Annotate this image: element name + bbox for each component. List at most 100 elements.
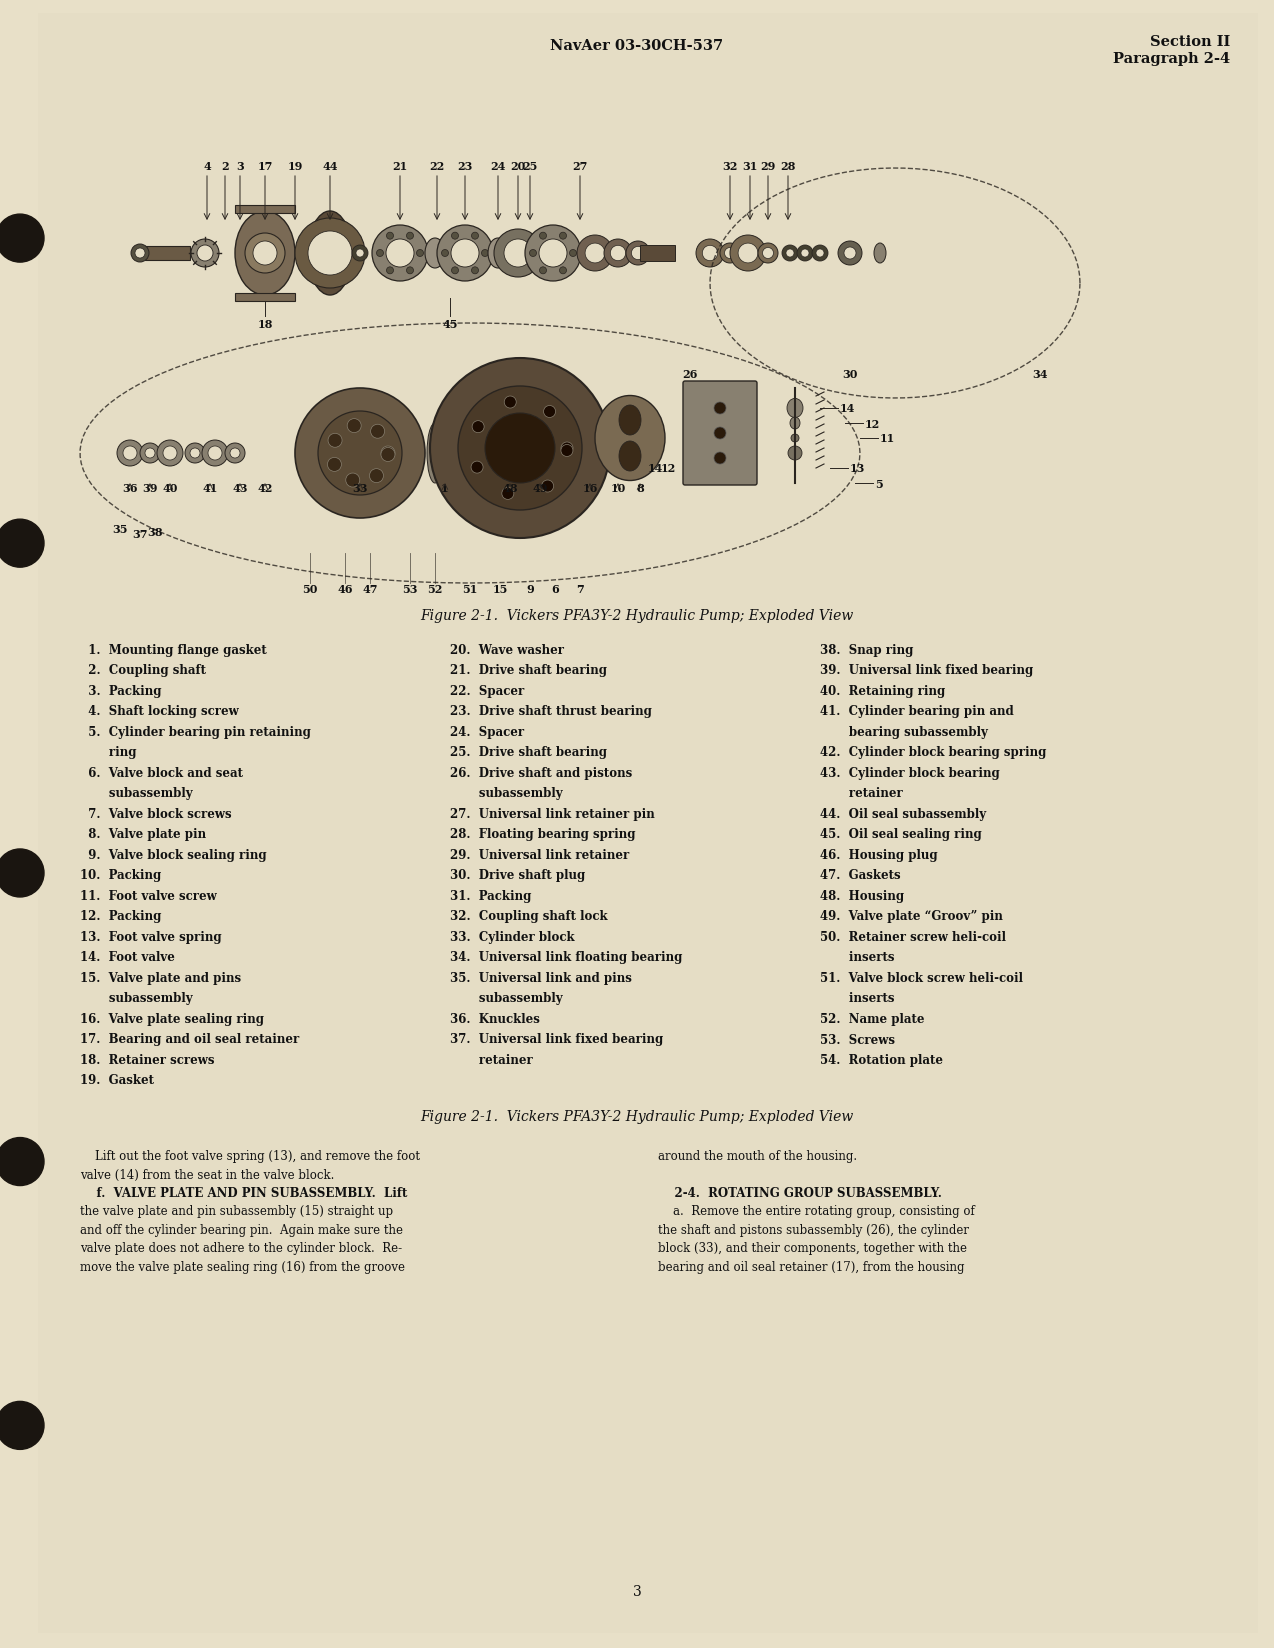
Ellipse shape bbox=[787, 399, 803, 419]
Circle shape bbox=[163, 447, 177, 461]
Text: 10: 10 bbox=[610, 483, 626, 494]
FancyBboxPatch shape bbox=[38, 13, 1257, 1633]
Circle shape bbox=[471, 232, 479, 241]
Text: Figure 2-1.  Vickers PFA3Y-2 Hydraulic Pump; Exploded View: Figure 2-1. Vickers PFA3Y-2 Hydraulic Pu… bbox=[420, 1109, 854, 1124]
Text: 46.  Housing plug: 46. Housing plug bbox=[820, 849, 938, 862]
Text: a.  Remove the entire rotating group, consisting of: a. Remove the entire rotating group, con… bbox=[657, 1205, 975, 1218]
Text: 43.  Cylinder block bearing: 43. Cylinder block bearing bbox=[820, 766, 1000, 780]
Text: 45: 45 bbox=[442, 318, 457, 330]
Circle shape bbox=[585, 244, 605, 264]
Circle shape bbox=[191, 241, 219, 269]
Text: 4: 4 bbox=[203, 162, 211, 171]
Circle shape bbox=[135, 249, 145, 259]
Text: 31.  Packing: 31. Packing bbox=[450, 890, 531, 903]
Circle shape bbox=[720, 244, 740, 264]
Circle shape bbox=[713, 402, 726, 415]
Circle shape bbox=[308, 232, 352, 275]
Text: 48.  Housing: 48. Housing bbox=[820, 890, 905, 903]
Text: 26: 26 bbox=[683, 369, 698, 379]
Text: 2.  Coupling shaft: 2. Coupling shaft bbox=[80, 664, 206, 677]
Circle shape bbox=[758, 244, 778, 264]
Text: 14.  Foot valve: 14. Foot valve bbox=[80, 951, 175, 964]
Circle shape bbox=[791, 435, 799, 443]
Text: 28.  Floating bearing spring: 28. Floating bearing spring bbox=[450, 827, 636, 840]
Circle shape bbox=[544, 405, 555, 419]
Circle shape bbox=[696, 241, 724, 269]
Text: 12: 12 bbox=[865, 419, 880, 428]
Text: 22: 22 bbox=[429, 162, 445, 171]
FancyBboxPatch shape bbox=[145, 247, 190, 260]
Text: 24.  Spacer: 24. Spacer bbox=[450, 725, 524, 738]
Text: 27.  Universal link retainer pin: 27. Universal link retainer pin bbox=[450, 808, 655, 821]
Circle shape bbox=[345, 473, 359, 488]
Text: Figure 2-1.  Vickers PFA3Y-2 Hydraulic Pump; Exploded View: Figure 2-1. Vickers PFA3Y-2 Hydraulic Pu… bbox=[420, 608, 854, 623]
Text: 41: 41 bbox=[203, 483, 218, 494]
Text: 40: 40 bbox=[162, 483, 177, 494]
Text: 23: 23 bbox=[457, 162, 473, 171]
Text: 5.  Cylinder bearing pin retaining: 5. Cylinder bearing pin retaining bbox=[80, 725, 311, 738]
Text: 24: 24 bbox=[490, 162, 506, 171]
Text: 13.  Foot valve spring: 13. Foot valve spring bbox=[80, 931, 222, 943]
Circle shape bbox=[786, 250, 794, 257]
Circle shape bbox=[561, 443, 573, 455]
Circle shape bbox=[838, 242, 862, 265]
Circle shape bbox=[471, 267, 479, 275]
Text: 19: 19 bbox=[288, 162, 303, 171]
Circle shape bbox=[451, 241, 479, 269]
Text: valve plate does not adhere to the cylinder block.  Re-: valve plate does not adhere to the cylin… bbox=[80, 1241, 403, 1254]
Circle shape bbox=[801, 250, 809, 257]
Text: 4.  Shaft locking screw: 4. Shaft locking screw bbox=[80, 705, 238, 719]
Text: 36.  Knuckles: 36. Knuckles bbox=[450, 1012, 540, 1025]
Circle shape bbox=[231, 448, 240, 458]
Circle shape bbox=[763, 249, 773, 259]
Text: 17: 17 bbox=[257, 162, 273, 171]
Text: 22.  Spacer: 22. Spacer bbox=[450, 684, 524, 697]
Circle shape bbox=[131, 246, 149, 262]
Text: 40.  Retaining ring: 40. Retaining ring bbox=[820, 684, 945, 697]
Circle shape bbox=[190, 448, 200, 458]
Text: 42: 42 bbox=[257, 483, 273, 494]
Text: 49: 49 bbox=[533, 483, 548, 494]
Text: 10.  Packing: 10. Packing bbox=[80, 868, 162, 882]
Text: 1: 1 bbox=[441, 483, 448, 494]
Circle shape bbox=[327, 458, 341, 471]
Text: 52: 52 bbox=[427, 583, 442, 595]
Text: 50: 50 bbox=[302, 583, 317, 595]
Circle shape bbox=[502, 488, 513, 499]
Text: 25.  Drive shaft bearing: 25. Drive shaft bearing bbox=[450, 747, 606, 760]
Ellipse shape bbox=[427, 424, 443, 485]
Ellipse shape bbox=[595, 396, 665, 481]
Circle shape bbox=[473, 422, 484, 433]
Ellipse shape bbox=[790, 417, 800, 430]
Text: 39: 39 bbox=[143, 483, 158, 494]
Text: 8: 8 bbox=[636, 483, 643, 494]
Circle shape bbox=[817, 250, 824, 257]
Text: 21: 21 bbox=[392, 162, 408, 171]
Circle shape bbox=[225, 443, 245, 463]
Circle shape bbox=[203, 440, 228, 466]
Ellipse shape bbox=[619, 405, 641, 435]
Circle shape bbox=[348, 419, 361, 433]
Circle shape bbox=[0, 519, 45, 569]
Circle shape bbox=[372, 226, 428, 282]
Text: Lift out the foot valve spring (13), and remove the foot: Lift out the foot valve spring (13), and… bbox=[80, 1149, 420, 1162]
Text: 43: 43 bbox=[232, 483, 247, 494]
Circle shape bbox=[318, 412, 403, 496]
Text: 36: 36 bbox=[122, 483, 138, 494]
Circle shape bbox=[604, 241, 632, 269]
Text: valve (14) from the seat in the valve block.: valve (14) from the seat in the valve bl… bbox=[80, 1168, 334, 1180]
Ellipse shape bbox=[426, 239, 445, 269]
Circle shape bbox=[381, 447, 395, 461]
Circle shape bbox=[798, 246, 813, 262]
Text: 25: 25 bbox=[522, 162, 538, 171]
Text: 20: 20 bbox=[511, 162, 526, 171]
Circle shape bbox=[632, 247, 645, 260]
Text: 3.  Packing: 3. Packing bbox=[80, 684, 162, 697]
Text: 51: 51 bbox=[462, 583, 478, 595]
Circle shape bbox=[559, 267, 567, 275]
Circle shape bbox=[377, 250, 383, 257]
Circle shape bbox=[559, 232, 567, 241]
Text: 33: 33 bbox=[352, 483, 368, 494]
Text: 19.  Gasket: 19. Gasket bbox=[80, 1074, 154, 1086]
Circle shape bbox=[386, 241, 414, 269]
